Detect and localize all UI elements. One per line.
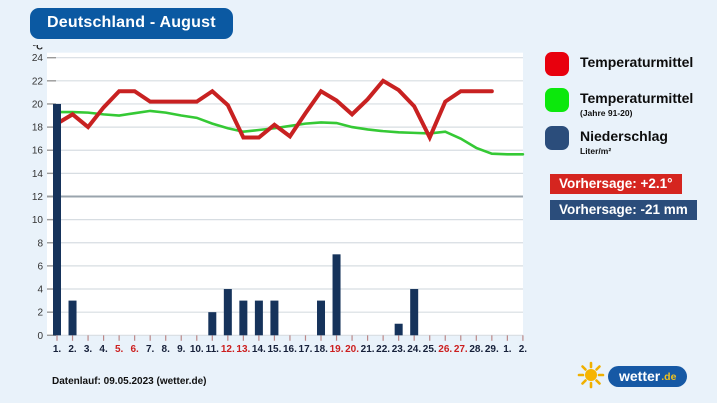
temp-swatch-icon <box>545 52 569 76</box>
y-tick-label: 18 <box>32 123 44 134</box>
y-tick-label: 24 <box>32 53 44 64</box>
forecast-badge-temp: Vorhersage: +2.1° <box>550 174 682 194</box>
precip-bar <box>394 323 403 336</box>
y-tick-label: 22 <box>32 76 44 87</box>
sun-icon <box>577 361 605 389</box>
climate-line <box>55 109 525 156</box>
x-tick-label: 23. <box>392 344 406 355</box>
x-tick-label: 2. <box>68 344 77 355</box>
y-tick-label: 6 <box>37 261 43 272</box>
x-tick-label: 5. <box>115 344 124 355</box>
x-tick-label: 10. <box>190 344 204 355</box>
x-tick-label: 15. <box>267 344 281 355</box>
x-tick-label: 17. <box>299 344 313 355</box>
x-tick-label: 28. <box>469 344 483 355</box>
precip-swatch-icon <box>545 126 569 150</box>
y-axis-unit: °C <box>32 45 43 53</box>
page-title: Deutschland - August <box>30 8 233 39</box>
x-tick-label: 20. <box>345 344 359 355</box>
precip-bar <box>270 300 279 336</box>
x-tick-label: 19. <box>330 344 344 355</box>
y-tick-label: 20 <box>32 99 44 110</box>
temp-line <box>55 78 494 143</box>
legend-item-temp: Temperaturmittel <box>545 52 693 76</box>
y-tick-label: 4 <box>37 285 43 296</box>
y-tick-label: 12 <box>32 192 44 203</box>
x-tick-label: 7. <box>146 344 155 355</box>
x-tick-label: 8. <box>162 344 171 355</box>
x-tick-label: 2. <box>519 344 528 355</box>
legend-sub-climate: (Jahre 91-20) <box>580 108 633 118</box>
y-tick-label: 10 <box>32 215 44 226</box>
x-tick-label: 3. <box>84 344 93 355</box>
x-tick-label: 24. <box>407 344 421 355</box>
x-tick-label: 22. <box>376 344 390 355</box>
legend-sub-precip: Liter/m² <box>580 146 612 156</box>
wetter-logo[interactable]: wetter .de <box>570 353 715 397</box>
plot-area <box>47 52 523 336</box>
precip-bar <box>254 300 263 336</box>
precip-bar <box>317 300 326 336</box>
x-tick-label: 1. <box>503 344 512 355</box>
precip-bar <box>68 300 77 336</box>
legend-item-precip: Niederschlag Liter/m² <box>545 126 668 156</box>
x-tick-label: 12. <box>221 344 235 355</box>
precip-bar <box>239 300 248 336</box>
x-tick-label: 11. <box>206 344 220 355</box>
precip-bar <box>223 289 232 336</box>
x-tick-label: 9. <box>177 344 186 355</box>
precip-bar <box>410 289 419 336</box>
legend-label-temp: Temperaturmittel <box>580 54 694 70</box>
y-tick-label: 16 <box>32 146 44 157</box>
legend-item-climate: Temperaturmittel (Jahre 91-20) <box>545 88 693 118</box>
x-tick-label: 14. <box>252 344 266 355</box>
x-tick-label: 25. <box>423 344 437 355</box>
precip-bar <box>332 254 341 336</box>
x-tick-label: 13. <box>236 344 250 355</box>
x-tick-label: 16. <box>283 344 297 355</box>
x-tick-label: 26. <box>438 344 452 355</box>
x-tick-label: 6. <box>130 344 139 355</box>
climate-swatch-icon <box>545 88 569 112</box>
y-tick-label: 8 <box>37 238 43 249</box>
x-tick-label: 18. <box>314 344 328 355</box>
logo-text: wetter <box>619 368 661 384</box>
legend-label-climate: Temperaturmittel <box>580 90 694 106</box>
x-tick-label: 4. <box>99 344 108 355</box>
x-tick-label: 29. <box>485 344 499 355</box>
logo-tld: .de <box>661 370 677 383</box>
footer-note: Datenlauf: 09.05.2023 (wetter.de) <box>52 376 207 387</box>
forecast-badge-precip: Vorhersage: -21 mm <box>550 200 697 220</box>
y-tick-label: 14 <box>32 169 44 180</box>
x-tick-label: 27. <box>454 344 468 355</box>
precip-bar <box>208 312 217 336</box>
legend-label-precip: Niederschlag <box>580 128 668 144</box>
y-tick-label: 0 <box>37 331 43 342</box>
logo-pill: wetter .de <box>608 366 688 387</box>
y-tick-label: 2 <box>37 308 43 319</box>
precip-bar <box>53 103 61 336</box>
x-tick-label: 1. <box>53 344 62 355</box>
x-tick-label: 21. <box>361 344 375 355</box>
